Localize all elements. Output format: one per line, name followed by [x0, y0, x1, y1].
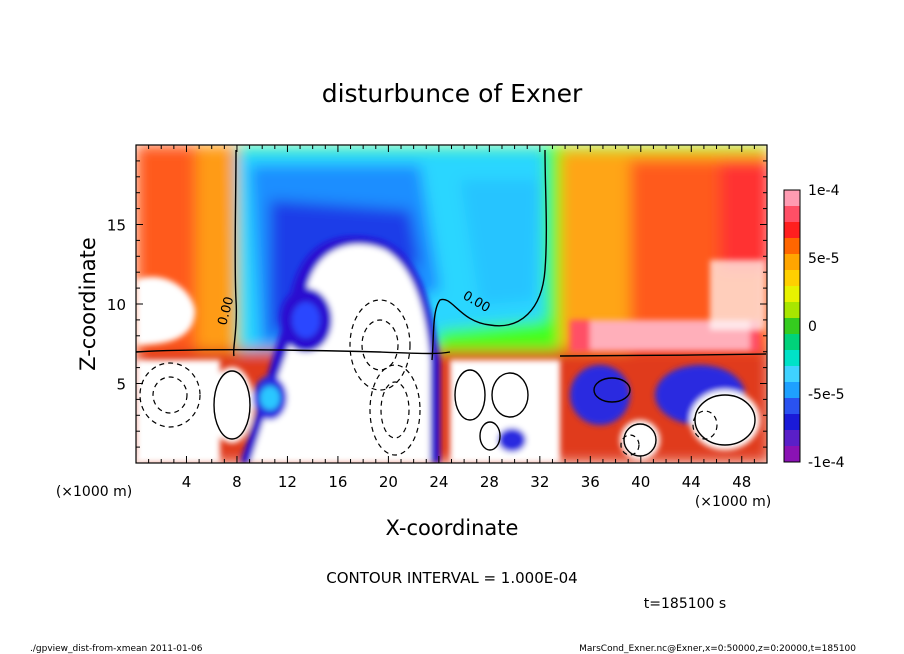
colorbar-tick-label: -1e-4	[808, 455, 845, 471]
x-tick-labels: 4 8 12 16 20 24 28 32 36 40 44 48	[182, 473, 752, 491]
x-tick-label: 16	[328, 473, 347, 491]
x-tick-label: 48	[732, 473, 751, 491]
colorbar-swatch	[784, 286, 800, 303]
colorbar	[784, 190, 800, 463]
x-tick-label: 28	[480, 473, 499, 491]
y-tick-label: 5	[116, 376, 126, 394]
colorbar-tick-label: 1e-4	[808, 183, 840, 199]
footer-left: ./gpview_dist-from-xmean 2011-01-06	[30, 644, 203, 654]
x-tick-label: 4	[182, 473, 192, 491]
y-tick-labels: 5 10 15	[107, 217, 126, 394]
colorbar-swatch	[784, 350, 800, 367]
x-tick-label: 40	[631, 473, 650, 491]
x-tick-label: 12	[278, 473, 297, 491]
y-tick-marks	[136, 144, 767, 464]
colorbar-frame	[783, 189, 801, 463]
heatmap-field	[136, 145, 767, 463]
x-axis-label: X-coordinate	[386, 516, 519, 540]
colorbar-swatch	[784, 222, 800, 239]
colorbar-swatch	[784, 270, 800, 287]
y-unit-label: (×1000 m)	[56, 484, 132, 500]
x-tick-label: 44	[682, 473, 701, 491]
y-axis-label: Z-coordinate	[76, 237, 100, 371]
contour-label-1: 0.00	[215, 295, 237, 327]
colorbar-swatch	[784, 254, 800, 271]
x-unit-label: (×1000 m)	[695, 494, 771, 510]
colorbar-swatch	[784, 414, 800, 431]
colorbar-swatch	[784, 430, 800, 447]
time-text: t=185100 s	[644, 596, 726, 612]
colorbar-tick-label: -5e-5	[808, 387, 845, 403]
colorbar-swatch	[784, 206, 800, 223]
colorbar-tick-label: 0	[808, 319, 817, 335]
colorbar-swatch	[784, 302, 800, 319]
y-tick-label: 10	[107, 296, 126, 314]
footer-right: MarsCond_Exner.nc@Exner,x=0:50000,z=0:20…	[579, 644, 856, 654]
x-tick-label: 20	[379, 473, 398, 491]
x-tick-marks	[135, 145, 768, 463]
colorbar-swatch	[784, 190, 800, 207]
x-tick-label: 32	[530, 473, 549, 491]
x-tick-label: 24	[429, 473, 448, 491]
colorbar-swatch	[784, 238, 800, 255]
colorbar-tick-labels: 1e-4 5e-5 0 -5e-5 -1e-4	[808, 183, 845, 471]
colorbar-swatch	[784, 334, 800, 351]
y-tick-label: 15	[107, 217, 126, 235]
x-tick-label: 36	[581, 473, 600, 491]
colorbar-swatch	[784, 382, 800, 399]
x-tick-label: 8	[232, 473, 242, 491]
chart-title: disturbunce of Exner	[322, 79, 583, 108]
colorbar-tick-label: 5e-5	[808, 251, 839, 267]
colorbar-swatch	[784, 366, 800, 383]
colorbar-swatch	[784, 398, 800, 415]
contour-interval-text: CONTOUR INTERVAL = 1.000E-04	[326, 569, 577, 587]
colorbar-swatch	[784, 446, 800, 463]
colorbar-swatch	[784, 318, 800, 335]
